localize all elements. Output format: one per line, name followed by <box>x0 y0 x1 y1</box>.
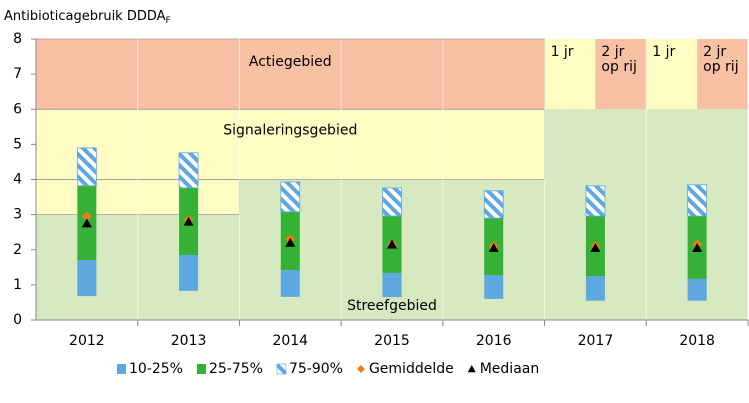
legend-swatch <box>276 363 287 375</box>
zone <box>595 39 647 110</box>
legend-label: 25-75% <box>209 361 263 377</box>
marker <box>81 218 92 228</box>
bar-segment <box>178 152 199 189</box>
zone-label: Actiegebied <box>249 54 332 70</box>
bar-segment <box>280 270 300 297</box>
zone-label-box: 1 jr <box>550 45 574 60</box>
y-tick-label: 3 <box>13 207 22 223</box>
zone <box>36 109 545 180</box>
zone-label-box: 2 jr op rij <box>601 45 637 75</box>
zone-label: 1 jr <box>652 45 676 60</box>
zone <box>544 39 596 110</box>
x-tick-label: 2015 <box>374 333 410 349</box>
legend-label: 10-25% <box>129 361 183 377</box>
bar-segment <box>382 272 402 298</box>
y-tick-label: 8 <box>13 31 22 47</box>
zone-label: 2 jr op rij <box>703 45 739 75</box>
bar-segment <box>687 184 708 217</box>
bar-segment <box>76 147 97 187</box>
bar-segment <box>484 275 504 299</box>
marker <box>590 242 601 252</box>
bar-segment <box>585 185 606 217</box>
y-tick-label: 6 <box>13 101 22 117</box>
bar-segment <box>382 187 402 217</box>
bar-segment <box>77 259 97 297</box>
legend-label: Gemiddelde <box>369 361 454 377</box>
zone <box>36 39 545 110</box>
bar-segment <box>179 255 199 291</box>
marker <box>183 216 194 226</box>
legend-label: 75-90% <box>289 361 343 377</box>
marker <box>81 211 92 222</box>
zone-label: 2 jr op rij <box>601 45 637 75</box>
legend-swatch <box>196 364 206 374</box>
bar-segment <box>585 276 605 301</box>
zone <box>697 39 748 110</box>
x-tick-label: 2018 <box>679 333 715 349</box>
marker <box>285 237 296 247</box>
zone-label-box: 1 jr <box>652 45 676 60</box>
legend-marker <box>467 365 476 373</box>
marker <box>692 242 703 252</box>
legend-marker <box>356 365 365 373</box>
x-tick-label: 2014 <box>272 333 308 349</box>
y-tick-label: 1 <box>13 277 22 293</box>
y-tick-label: 2 <box>13 242 22 258</box>
x-tick-label: 2012 <box>69 333 105 349</box>
bar-segment <box>483 190 504 219</box>
zone-label: 1 jr <box>550 45 574 60</box>
legend-label: Mediaan <box>480 361 540 377</box>
y-tick-label: 4 <box>13 172 22 188</box>
marker <box>387 239 397 249</box>
zone-label: Signaleringsgebied <box>223 122 357 138</box>
x-tick-label: 2013 <box>171 333 207 349</box>
bar-segment <box>280 181 301 213</box>
x-tick-label: 2016 <box>476 333 512 349</box>
x-tick-label: 2017 <box>578 333 614 349</box>
y-tick-label: 0 <box>13 312 22 328</box>
marker <box>488 242 499 252</box>
zone <box>646 39 698 110</box>
bar-segment <box>687 278 707 301</box>
y-tick-label: 7 <box>13 66 22 82</box>
y-axis-label: Antibioticagebruik DDDAF <box>4 9 171 26</box>
legend-swatch <box>117 364 126 374</box>
zone-label: Streefgebied <box>347 298 437 314</box>
y-tick-label: 5 <box>13 136 22 152</box>
zone-label-box: 2 jr op rij <box>703 45 739 75</box>
